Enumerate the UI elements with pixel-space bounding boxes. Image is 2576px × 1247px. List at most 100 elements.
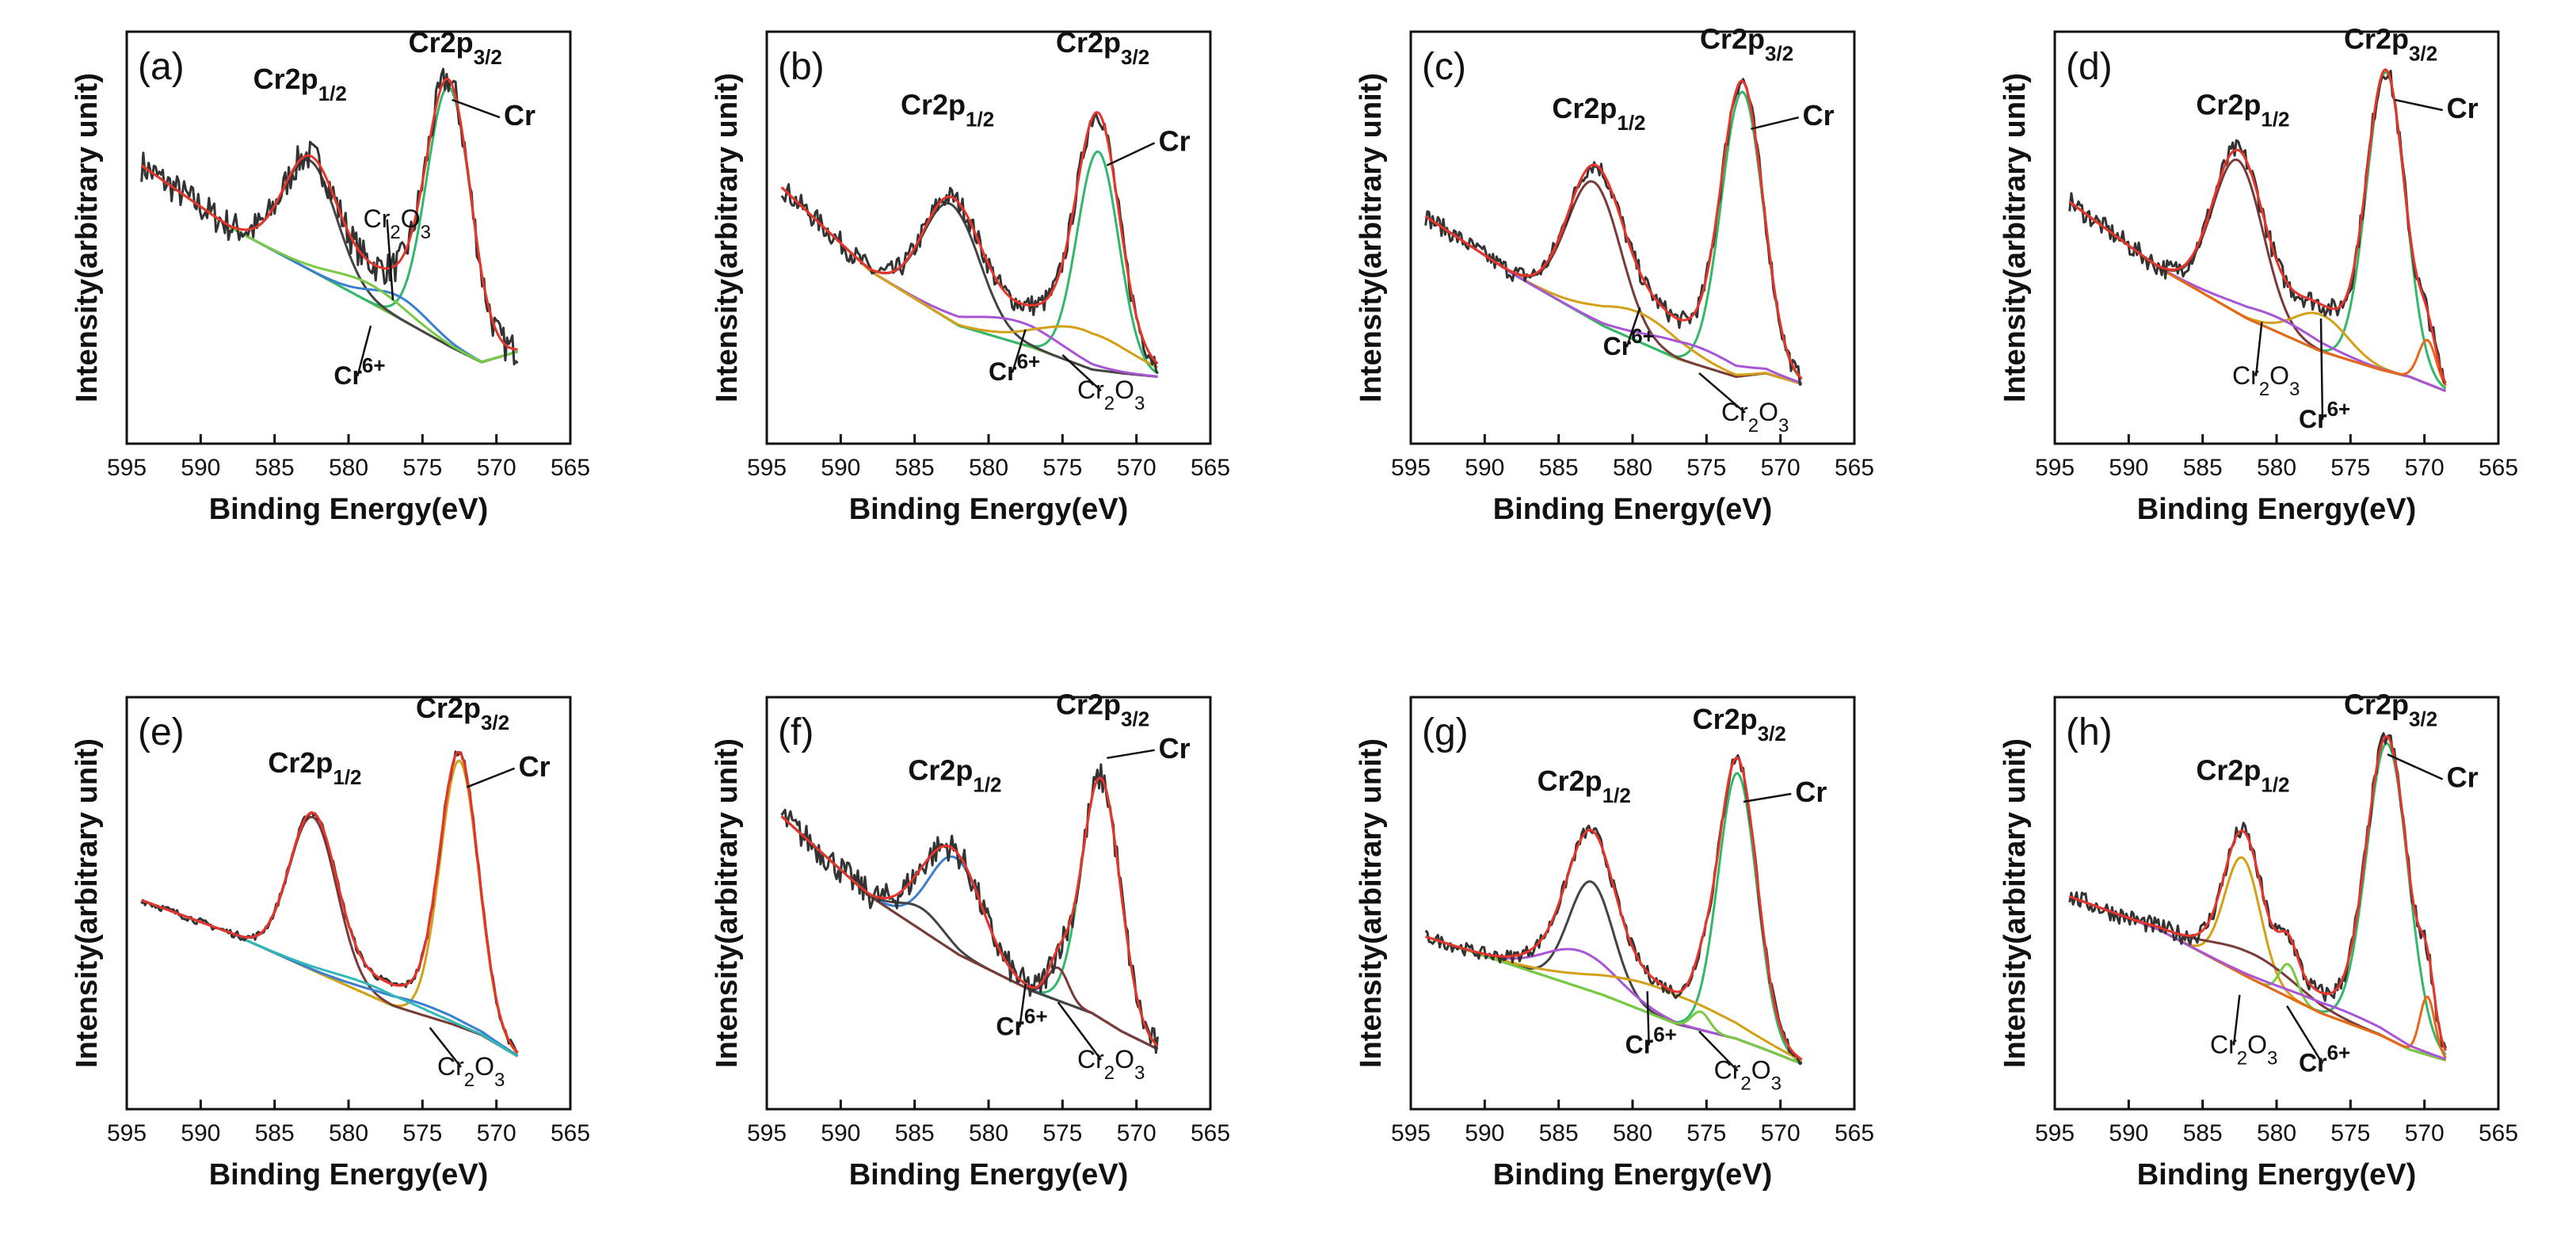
- annotation-leader: [1698, 1030, 1739, 1072]
- annotation-leader: [386, 219, 394, 301]
- annotation-leader: [2232, 994, 2241, 1046]
- fit-envelope: [2068, 68, 2447, 384]
- panel-c: 595 590 585 580 575 570 565 Binding Energy(eV) I…: [1355, 23, 1874, 526]
- peak-label: Cr2p1/2: [908, 753, 1001, 796]
- peak-label: Cr2p1/2: [1538, 765, 1631, 807]
- annotation-label: Cr2O3: [2210, 1030, 2277, 1069]
- x-tick-label: 580: [2257, 1120, 2296, 1146]
- annotation-label: Cr: [1159, 124, 1191, 157]
- annotation-leader: [466, 767, 516, 788]
- annotation-leader: [1751, 116, 1799, 131]
- x-tick-label: 590: [181, 455, 220, 481]
- annotation-label: Cr2O3: [1721, 398, 1789, 437]
- peak-label: Cr2p3/2: [1056, 688, 1149, 731]
- component-cr: [780, 150, 1159, 375]
- annotation-leader: [1698, 372, 1746, 414]
- background-curve: [780, 815, 1159, 1051]
- x-tick-label: 590: [181, 1120, 220, 1146]
- fit-envelope: [780, 776, 1159, 1047]
- x-axis-title: Binding Energy(eV): [1493, 1158, 1773, 1192]
- x-tick-label: 570: [2405, 455, 2445, 481]
- x-tick-label: 580: [1613, 455, 1652, 481]
- x-tick-label: 590: [821, 455, 860, 481]
- x-tick-label: 585: [2183, 1120, 2223, 1146]
- annotation-label: Cr6+: [1625, 1022, 1677, 1058]
- x-tick-label: 565: [551, 455, 590, 481]
- annotation-label: Cr: [1795, 776, 1827, 808]
- annotation-label: Cr: [519, 750, 551, 783]
- raw-spectrum: [140, 750, 519, 1054]
- annotation-leader: [2387, 753, 2444, 780]
- x-tick-label: 590: [2109, 455, 2148, 481]
- x-tick-label: 565: [1191, 1120, 1230, 1146]
- fit-envelope: [2069, 735, 2447, 1051]
- panel-d: 595 590 585 580 575 570 565 Binding Energy(eV) I…: [1999, 23, 2518, 526]
- panel-label: (b): [778, 46, 825, 88]
- peak-label: Cr2p3/2: [1056, 26, 1149, 69]
- x-tick-label: 570: [477, 455, 516, 481]
- fit-envelope: [1424, 79, 1803, 379]
- x-tick-label: 585: [2183, 455, 2223, 481]
- raw-spectrum: [2068, 732, 2447, 1049]
- peak-label: Cr2p3/2: [1700, 23, 1793, 66]
- component-cr2p1-2: [780, 186, 1158, 378]
- component-cr2o3: [780, 815, 1159, 1051]
- annotation-leader: [1743, 792, 1792, 803]
- x-tick-label: 565: [1835, 1120, 1874, 1146]
- panel-label: (d): [2066, 46, 2113, 88]
- annotation-label: Cr2O3: [1077, 376, 1145, 414]
- annotation-label: Cr: [1803, 99, 1835, 132]
- annotation-leader: [1011, 329, 1027, 373]
- component-cr2o3-b: [1425, 935, 1803, 1066]
- x-axis-title: Binding Energy(eV): [209, 493, 489, 526]
- x-tick-label: 585: [1539, 1120, 1579, 1146]
- annotation-label: Cr2O3: [2232, 361, 2300, 400]
- panel-label: (h): [2066, 711, 2113, 753]
- y-axis-title: Intensity(arbitrary unit): [1355, 738, 1388, 1068]
- x-tick-label: 575: [2330, 1120, 2370, 1146]
- x-axis-title: Binding Energy(eV): [849, 493, 1129, 526]
- panel-label: (a): [138, 46, 185, 88]
- component-cr2p1-2: [1425, 880, 1803, 1066]
- x-tick-label: 585: [1539, 455, 1579, 481]
- y-axis-title: Intensity(arbitrary unit): [70, 73, 104, 402]
- annotation-leader: [356, 325, 372, 377]
- peak-label: Cr2p1/2: [253, 63, 347, 105]
- background-curve: [780, 186, 1158, 378]
- component-cr6-: [780, 186, 1158, 378]
- annotation-label: Cr6+: [333, 353, 385, 390]
- peak-label: Cr2p1/2: [901, 88, 994, 131]
- panel-g: 595 590 585 580 575 570 565 Binding Energy(eV) I…: [1355, 696, 1874, 1192]
- annotation-label: Cr6+: [989, 349, 1040, 386]
- annotation-leader: [1019, 983, 1027, 1028]
- x-tick-label: 570: [1117, 455, 1157, 481]
- x-tick-label: 590: [1465, 1120, 1504, 1146]
- x-tick-label: 595: [1391, 1120, 1431, 1146]
- x-tick-label: 585: [255, 1120, 295, 1146]
- x-tick-label: 570: [477, 1120, 516, 1146]
- raw-spectrum: [780, 763, 1159, 1054]
- x-tick-label: 575: [2330, 455, 2370, 481]
- x-tick-label: 595: [747, 455, 787, 481]
- panel-label: (e): [138, 711, 185, 753]
- x-tick-label: 570: [1761, 1120, 1801, 1146]
- x-tick-label: 595: [107, 455, 147, 481]
- component-cr: [1425, 772, 1803, 1064]
- x-tick-label: 580: [969, 455, 1008, 481]
- x-tick-label: 580: [2257, 455, 2296, 481]
- annotation-leader: [1646, 991, 1650, 1046]
- peak-label: Cr2p3/2: [2344, 23, 2437, 66]
- x-tick-label: 580: [329, 455, 368, 481]
- annotation-leader: [1107, 749, 1155, 760]
- peak-label: Cr2p3/2: [416, 692, 509, 734]
- peak-label: Cr2p1/2: [2196, 88, 2289, 131]
- x-axis-title: Binding Energy(eV): [209, 1158, 489, 1192]
- fit-envelope: [780, 111, 1159, 365]
- x-tick-label: 565: [2479, 1120, 2518, 1146]
- panel-h: 595 590 585 580 575 570 565 Binding Energy(eV) I…: [1999, 688, 2518, 1192]
- annotation-label: Cr: [1159, 732, 1191, 765]
- x-axis-title: Binding Energy(eV): [2137, 493, 2417, 526]
- panel-label: (g): [1422, 711, 1469, 753]
- panel-e: 595 590 585 580 575 570 565 Binding Energy(eV) I…: [70, 692, 590, 1192]
- panel-b: 595 590 585 580 575 570 565 Binding Energy(eV) I…: [711, 26, 1230, 526]
